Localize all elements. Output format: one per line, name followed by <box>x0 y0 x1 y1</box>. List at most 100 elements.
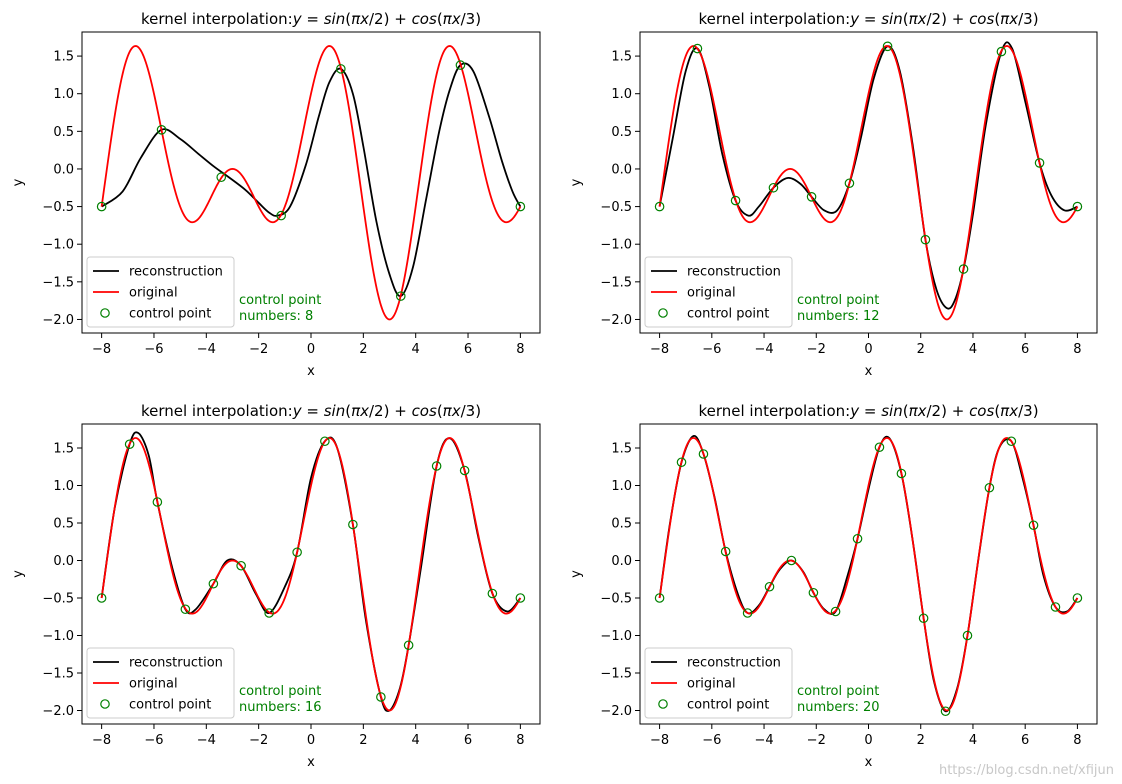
control-point-marker <box>96 201 107 212</box>
title-formula-part: /3) <box>461 402 481 420</box>
subplot-3: kernel interpolation:y = sin(πx/2) + cos… <box>11 402 541 770</box>
control-point-marker <box>698 449 709 459</box>
control-point-marker <box>395 291 406 301</box>
control-point-marker <box>96 593 107 603</box>
x-tick-label: −2 <box>249 733 268 748</box>
control-point-marker <box>654 201 665 212</box>
title-formula-part: ( <box>903 402 909 420</box>
y-tick-label: 0.5 <box>611 517 632 532</box>
title-formula-part: ( <box>437 10 443 28</box>
title-formula-part: π <box>909 402 919 420</box>
legend-entry: original <box>129 677 178 692</box>
control-point-marker <box>1028 520 1039 531</box>
x-tick-label: 2 <box>917 733 925 748</box>
x-tick-label: 6 <box>1021 733 1029 748</box>
title-formula-part: sin <box>881 10 903 28</box>
legend-entry: reconstruction <box>129 656 223 671</box>
y-tick-label: 0.5 <box>611 125 632 140</box>
subplot-1: kernel interpolation:y = sin(πx/2) + cos… <box>11 10 541 379</box>
x-tick-label: 4 <box>969 342 977 357</box>
control-point-marker <box>515 201 526 212</box>
x-tick-label: 6 <box>1021 342 1029 357</box>
title-formula-part: x <box>1008 402 1018 420</box>
y-tick-label: −1.5 <box>42 667 74 682</box>
subplot-2: kernel interpolation:y = sin(πx/2) + cos… <box>569 10 1098 379</box>
title-formula-part: y <box>292 10 303 28</box>
control-point-marker <box>996 46 1007 57</box>
y-tick-label: 1.0 <box>611 479 632 494</box>
y-axis-label: y <box>11 570 26 578</box>
x-tick-label: −8 <box>650 342 669 357</box>
title-formula-part: π <box>1000 402 1010 420</box>
x-tick-label: 8 <box>1073 733 1081 748</box>
y-tick-label: 1.0 <box>53 87 74 102</box>
y-tick-label: −1.5 <box>600 275 632 290</box>
control-count-annotation: numbers: 12 <box>797 309 880 324</box>
legend-entry: control point <box>129 698 211 713</box>
y-tick-label: −0.5 <box>42 200 74 215</box>
legend-entry: control point <box>129 307 211 322</box>
title-formula-part: π <box>351 402 361 420</box>
control-point-marker <box>764 581 775 592</box>
control-point-marker <box>156 125 167 135</box>
chart-title: kernel interpolation:y = sin(πx/2) + cos… <box>141 10 481 28</box>
control-point-marker <box>180 604 191 615</box>
control-point-marker <box>276 210 286 221</box>
control-point-marker <box>292 547 302 558</box>
y-tick-label: 0.0 <box>53 554 74 569</box>
control-point-marker <box>984 482 995 493</box>
title-formula-part: π <box>443 402 453 420</box>
control-point-marker <box>236 560 246 571</box>
title-formula-part: = <box>859 10 881 28</box>
legend: reconstruction original control point <box>644 647 793 719</box>
control-point-marker <box>1072 593 1083 603</box>
title-formula-part: ( <box>345 402 351 420</box>
legend-entry: original <box>687 286 736 301</box>
x-tick-label: 6 <box>464 342 472 357</box>
y-tick-label: −2.0 <box>42 313 74 328</box>
control-point-marker <box>852 533 863 544</box>
title-formula-part: ( <box>345 10 351 28</box>
original-line <box>100 45 522 321</box>
title-formula-part: = <box>302 402 324 420</box>
y-tick-label: 0.0 <box>53 162 74 177</box>
title-formula-part: x <box>1008 10 1018 28</box>
legend-box <box>644 256 793 328</box>
y-tick-label: −0.5 <box>42 592 74 607</box>
x-tick-label: 6 <box>464 733 472 748</box>
x-tick-label: −8 <box>650 733 669 748</box>
chart-title: kernel interpolation:y = sin(πx/2) + cos… <box>698 402 1038 420</box>
control-point-marker <box>216 172 227 183</box>
y-tick-label: −2.0 <box>600 704 632 719</box>
original-line <box>100 437 522 712</box>
title-formula-part: y <box>292 402 303 420</box>
x-tick-label: 2 <box>917 342 925 357</box>
chart-title: kernel interpolation:y = sin(πx/2) + cos… <box>698 10 1038 28</box>
x-tick-label: −6 <box>702 733 721 748</box>
title-formula-part: cos <box>969 10 994 28</box>
control-point-marker <box>208 578 219 589</box>
x-tick-label: −4 <box>754 733 773 748</box>
y-axis-label: y <box>569 178 584 186</box>
control-point-marker <box>940 706 951 717</box>
control-point-marker <box>786 555 797 566</box>
legend-control-marker <box>100 308 110 318</box>
x-tick-label: 8 <box>516 342 524 357</box>
subplot-4: kernel interpolation:y = sin(πx/2) + cos… <box>569 402 1098 770</box>
control-count-annotation: numbers: 20 <box>797 700 880 715</box>
title-formula-part: sin <box>881 402 903 420</box>
y-tick-label: 1.0 <box>53 479 74 494</box>
legend-entry: original <box>129 286 178 301</box>
control-point-marker <box>124 439 135 450</box>
x-tick-label: 2 <box>359 342 367 357</box>
y-tick-label: 1.5 <box>611 50 632 65</box>
control-point-marker <box>896 468 907 479</box>
title-formula-part: π <box>909 10 919 28</box>
title-formula-part: x <box>451 402 461 420</box>
legend-box <box>644 647 793 719</box>
y-tick-label: −1.0 <box>42 238 74 253</box>
legend-entry: reconstruction <box>687 656 781 671</box>
y-tick-label: −1.5 <box>600 667 632 682</box>
title-formula-part: y <box>849 10 860 28</box>
control-point-marker <box>459 465 470 476</box>
